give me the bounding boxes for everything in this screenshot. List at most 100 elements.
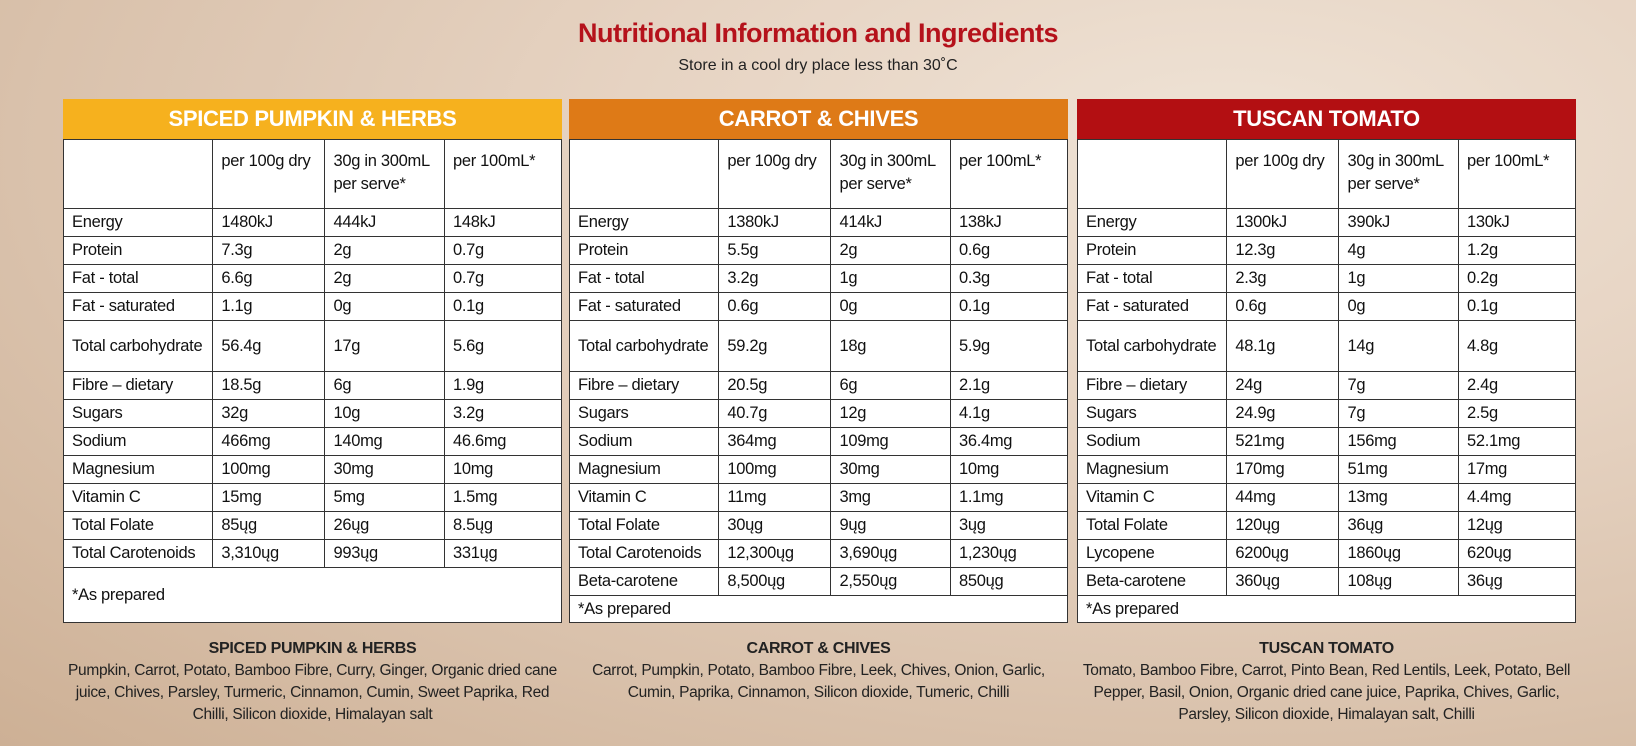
nutrient-value: 59.2g <box>718 320 832 372</box>
nutrient-name: Sodium <box>1076 427 1228 456</box>
nutrient-value: 1480kJ <box>212 208 326 237</box>
nutrient-name: Protein <box>1076 236 1228 265</box>
nutrient-value: 12g <box>830 399 951 428</box>
nutrient-value: 120ųg <box>1226 511 1340 540</box>
nutrient-name: Protein <box>62 236 214 265</box>
nutrient-value: 1860ųg <box>1338 539 1459 568</box>
footnote: *As prepared <box>63 567 562 623</box>
nutrient-row: Total carbohydrate 48.1g 14g 4.8g <box>1076 320 1577 372</box>
nutrient-value: 51mg <box>1338 455 1459 484</box>
nutrient-value: 466mg <box>212 427 326 456</box>
nutrient-value: 0g <box>324 292 445 321</box>
nutrient-value: 5.9g <box>949 320 1069 372</box>
nutrient-row: Sugars 32g 10g 3.2g <box>62 399 563 428</box>
nutrient-name: Energy <box>1076 208 1228 237</box>
nutrient-value: 4.1g <box>949 399 1069 428</box>
nutrient-name: Fibre – dietary <box>62 371 214 400</box>
nutrient-name: Vitamin C <box>1076 483 1228 512</box>
nutrient-value: 9ųg <box>830 511 951 540</box>
nutrient-name: Energy <box>568 208 720 237</box>
nutrient-name: Fat - total <box>568 264 720 293</box>
nutrient-name: Beta-carotene <box>1076 567 1228 596</box>
nutrient-value: 1300kJ <box>1226 208 1340 237</box>
nutrient-value: 2.1g <box>949 371 1069 400</box>
nutrient-row: Total Folate 120ųg 36ųg 12ųg <box>1076 511 1577 540</box>
ingredients-text: Carrot, Pumpkin, Potato, Bamboo Fibre, L… <box>592 662 1045 701</box>
footnote-row: *As prepared <box>1077 595 1576 623</box>
nutrient-value: 444kJ <box>324 208 445 237</box>
nutrient-value: 18g <box>830 320 951 372</box>
column-header: 30g in 300mL per serve* <box>830 139 951 209</box>
nutrient-value: 12,300ųg <box>718 539 832 568</box>
column-header: per 100mL* <box>1457 139 1577 209</box>
nutrient-value: 0g <box>830 292 951 321</box>
footnote-row: *As prepared <box>569 595 1068 623</box>
nutrient-value: 170mg <box>1226 455 1340 484</box>
nutrient-name: Total Folate <box>568 511 720 540</box>
nutrient-row: Vitamin C 44mg 13mg 4.4mg <box>1076 483 1577 512</box>
nutrient-row: Fibre – dietary 24g 7g 2.4g <box>1076 371 1577 400</box>
nutrient-row: Total carbohydrate 56.4g 17g 5.6g <box>62 320 563 372</box>
nutrient-value: 26ųg <box>324 511 445 540</box>
nutrient-value: 364mg <box>718 427 832 456</box>
nutrition-panel: SPICED PUMPKIN & HERBS per 100g dry 30g in… <box>62 99 563 623</box>
nutrient-value: 4.8g <box>1457 320 1577 372</box>
footnote-row: *As prepared <box>63 567 562 623</box>
nutrient-value: 46.6mg <box>443 427 563 456</box>
nutrient-name: Fibre – dietary <box>1076 371 1228 400</box>
nutrient-row: Total Carotenoids 12,300ųg 3,690ųg 1,230ųg <box>568 539 1069 568</box>
nutrient-value: 1.2g <box>1457 236 1577 265</box>
nutrient-value: 3mg <box>830 483 951 512</box>
nutrient-value: 1.1g <box>212 292 326 321</box>
nutrient-value: 13mg <box>1338 483 1459 512</box>
nutrient-row: Energy 1380kJ 414kJ 138kJ <box>568 208 1069 237</box>
nutrient-name: Fat - total <box>1076 264 1228 293</box>
nutrient-name: Energy <box>62 208 214 237</box>
nutrient-value: 2g <box>324 264 445 293</box>
nutrient-row: Magnesium 100mg 30mg 10mg <box>568 455 1069 484</box>
panel-title: CARROT & CHIVES <box>569 99 1068 139</box>
ingredients: TUSCAN TOMATO Tomato, Bamboo Fibre, Carro… <box>1077 638 1576 726</box>
nutrient-value: 6200ųg <box>1226 539 1340 568</box>
nutrient-value: 7.3g <box>212 236 326 265</box>
nutrient-value: 30mg <box>830 455 951 484</box>
nutrient-value: 1.1mg <box>949 483 1069 512</box>
nutrient-value: 5.6g <box>443 320 563 372</box>
nutrient-value: 6g <box>324 371 445 400</box>
nutrient-name: Vitamin C <box>568 483 720 512</box>
nutrient-row: Protein 12.3g 4g 1.2g <box>1076 236 1577 265</box>
nutrient-name: Total Carotenoids <box>568 539 720 568</box>
nutrition-panel: TUSCAN TOMATO per 100g dry 30g in 300mL pe… <box>1076 99 1577 623</box>
title: Nutritional Information and Ingredients <box>578 18 1059 48</box>
header-row: per 100g dry 30g in 300mL per serve* per 1… <box>568 139 1069 209</box>
nutrient-name: Sugars <box>568 399 720 428</box>
header-row: per 100g dry 30g in 300mL per serve* per 1… <box>1076 139 1577 209</box>
ingredients-text: Pumpkin, Carrot, Potato, Bamboo Fibre, C… <box>68 662 557 723</box>
nutrient-name: Fat - total <box>62 264 214 293</box>
ingredients: SPICED PUMPKIN & HERBS Pumpkin, Carrot, P… <box>63 638 562 726</box>
nutrient-value: 0.6g <box>949 236 1069 265</box>
nutrient-value: 1g <box>1338 264 1459 293</box>
nutrient-row: Magnesium 170mg 51mg 17mg <box>1076 455 1577 484</box>
nutrient-name: Total carbohydrate <box>62 320 214 372</box>
nutrient-value: 1g <box>830 264 951 293</box>
footnote: *As prepared <box>1077 595 1576 623</box>
nutrient-name: Sugars <box>1076 399 1228 428</box>
nutrient-value: 2.5g <box>1457 399 1577 428</box>
nutrient-value: 620ųg <box>1457 539 1577 568</box>
nutrient-value: 0.6g <box>1226 292 1340 321</box>
nutrient-value: 17mg <box>1457 455 1577 484</box>
column-header <box>1076 139 1228 209</box>
nutrient-value: 0.1g <box>1457 292 1577 321</box>
nutrient-value: 414kJ <box>830 208 951 237</box>
nutrient-row: Beta-carotene 8,500ųg 2,550ųg 850ųg <box>568 567 1069 596</box>
nutrient-value: 15mg <box>212 483 326 512</box>
nutrient-name: Lycopene <box>1076 539 1228 568</box>
ingredients-title: TUSCAN TOMATO <box>1259 640 1394 657</box>
nutrient-value: 2,550ųg <box>830 567 951 596</box>
nutrient-name: Total Carotenoids <box>62 539 214 568</box>
nutrient-value: 30ųg <box>718 511 832 540</box>
nutrition-table: per 100g dry 30g in 300mL per serve* per 1… <box>1076 139 1577 623</box>
nutrient-row: Energy 1480kJ 444kJ 148kJ <box>62 208 563 237</box>
nutrient-value: 10g <box>324 399 445 428</box>
